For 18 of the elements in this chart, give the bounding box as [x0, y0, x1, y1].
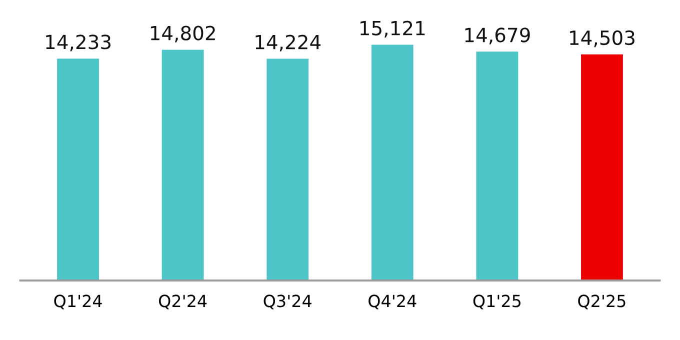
data-label: 14,679	[465, 28, 530, 44]
data-label: 15,121	[360, 20, 425, 38]
bar	[162, 50, 204, 280]
x-tick-label: Q2'24	[159, 294, 207, 310]
x-tick-label: Q1'25	[473, 294, 520, 310]
data-label: 14,503	[570, 30, 634, 48]
bar	[581, 54, 623, 280]
data-label: 14,233	[46, 34, 110, 52]
data-label: 14,802	[150, 26, 215, 42]
data-label: 14,224	[256, 34, 321, 52]
bar	[266, 58, 309, 280]
bar	[476, 52, 518, 280]
bar	[57, 58, 99, 280]
x-tick-label: Q2'25	[578, 294, 626, 310]
x-tick-label: Q1'24	[54, 294, 102, 310]
x-tick-label: Q4'24	[368, 294, 416, 310]
x-tick-label: Q3'24	[264, 294, 312, 310]
bar	[371, 44, 414, 280]
